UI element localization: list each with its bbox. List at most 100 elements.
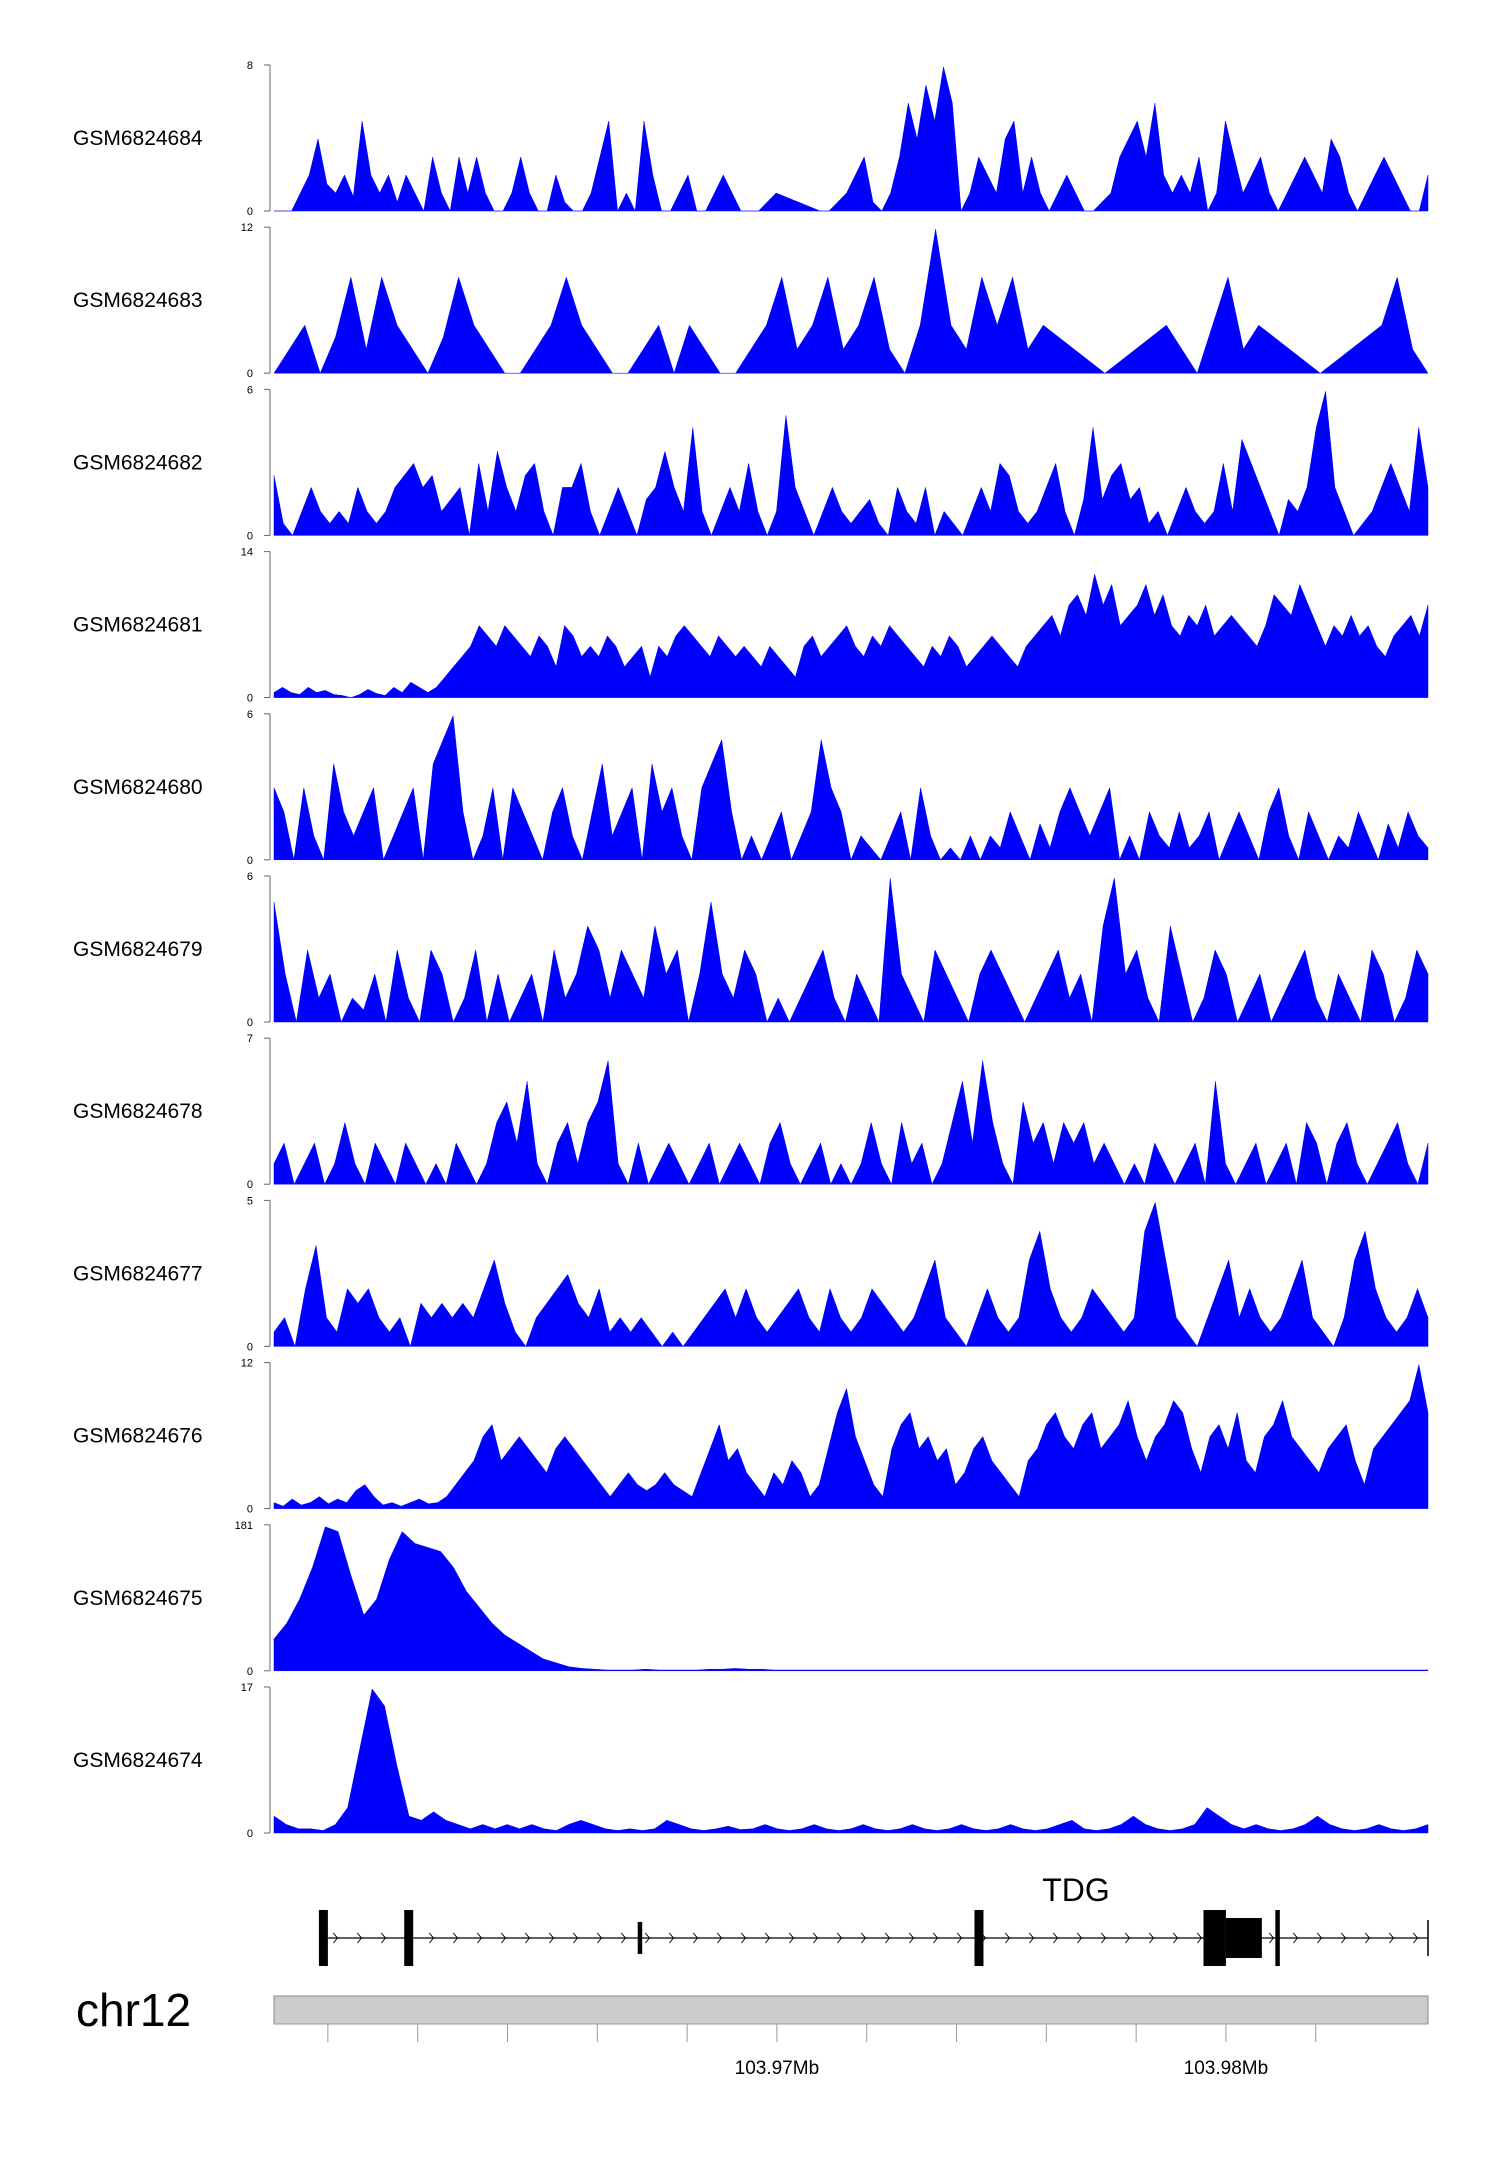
track-GSM6824678: GSM6824678 7 0	[73, 1033, 1429, 1191]
chromosome-ideogram: chr12	[76, 1984, 1429, 2036]
gene-exon	[404, 1910, 414, 1966]
y-tick-label-max: 181	[235, 1520, 253, 1532]
strand-arrow	[453, 1932, 459, 1944]
track-GSM6824684: GSM6824684 8 0	[73, 60, 1429, 218]
strand-arrow	[1052, 1932, 1059, 1944]
y-tick-label-max: 8	[247, 60, 253, 72]
strand-arrow	[429, 1932, 435, 1944]
gene-exon	[1203, 1910, 1226, 1966]
track-GSM6824677: GSM6824677 5 0	[73, 1195, 1429, 1353]
track-label: GSM6824677	[73, 1262, 203, 1285]
coverage-area	[273, 574, 1429, 698]
track-GSM6824676: GSM6824676 12 0	[73, 1358, 1429, 1516]
genome-axis-label: 103.98Mb	[1184, 2058, 1269, 2079]
strand-arrow	[861, 1932, 867, 1944]
strand-arrow	[957, 1932, 963, 1944]
track-GSM6824679: GSM6824679 6 0	[73, 871, 1429, 1029]
track-label: GSM6824684	[73, 127, 203, 150]
coverage-area	[273, 229, 1429, 375]
strand-arrow	[1004, 1932, 1011, 1944]
track-GSM6824681: GSM6824681 14 0	[73, 547, 1429, 705]
track-label: GSM6824679	[73, 938, 203, 961]
track-label: GSM6824676	[73, 1425, 203, 1448]
y-tick-label-max: 14	[241, 547, 253, 559]
ideogram-bar	[273, 1995, 1429, 2025]
data-tracks: GSM682468480GSM6824683120GSM682468260GSM…	[73, 60, 1429, 1840]
strand-arrow	[1172, 1932, 1179, 1944]
y-tick-label-min: 0	[247, 1828, 253, 1840]
strand-arrow	[1340, 1932, 1347, 1944]
coverage-area	[274, 66, 1429, 212]
y-tick-label-max: 6	[247, 384, 253, 396]
y-tick-label-max: 12	[241, 222, 253, 234]
track-label: GSM6824681	[73, 614, 203, 637]
gene-exon	[974, 1910, 984, 1966]
coverage-area	[273, 715, 1429, 861]
strand-arrow	[789, 1932, 795, 1944]
strand-arrow	[1268, 1932, 1275, 1944]
track-label: GSM6824682	[73, 451, 203, 474]
y-tick-label-min: 0	[247, 530, 253, 542]
strand-arrow	[885, 1932, 891, 1944]
strand-arrow	[1148, 1932, 1155, 1944]
track-GSM6824682: GSM6824682 6 0	[73, 384, 1429, 542]
strand-arrow	[933, 1932, 939, 1944]
strand-arrow	[381, 1932, 387, 1944]
gene-model-track: TDG	[318, 1872, 1429, 1966]
strand-arrow	[1316, 1932, 1323, 1944]
strand-arrow	[717, 1932, 723, 1944]
y-tick-label-max: 7	[247, 1033, 253, 1045]
strand-arrow	[1028, 1932, 1035, 1944]
y-tick-label-min: 0	[247, 855, 253, 867]
y-tick-label-min: 0	[247, 1504, 253, 1516]
strand-arrow	[1412, 1932, 1419, 1944]
track-GSM6824683: GSM6824683 12 0	[73, 222, 1429, 380]
strand-arrow	[621, 1932, 627, 1944]
track-GSM6824680: GSM6824680 6 0	[73, 709, 1429, 867]
track-GSM6824674: GSM6824674 17 0	[73, 1682, 1429, 1840]
y-tick-label-min: 0	[247, 1666, 253, 1678]
strand-arrow	[669, 1932, 675, 1944]
strand-arrow	[477, 1932, 483, 1944]
strand-arrow	[741, 1932, 747, 1944]
track-label: GSM6824680	[73, 776, 203, 799]
coverage-area	[273, 877, 1429, 1023]
y-tick-label-min: 0	[247, 368, 253, 380]
genome-axis: 103.97Mb 103.98Mb	[274, 2023, 1428, 2079]
y-tick-label-max: 6	[247, 709, 253, 721]
track-label: GSM6824674	[73, 1749, 203, 1772]
gene-exon	[637, 1922, 643, 1954]
y-tick-label-min: 0	[247, 1179, 253, 1191]
track-label: GSM6824678	[73, 1100, 203, 1123]
genome-axis-label: 103.97Mb	[735, 2058, 820, 2079]
y-tick-label-min: 0	[247, 1341, 253, 1353]
strand-arrow	[501, 1932, 507, 1944]
strand-arrow	[1388, 1932, 1395, 1944]
coverage-area	[273, 1060, 1429, 1186]
y-tick-label-min: 0	[247, 206, 253, 218]
strand-arrow	[1076, 1932, 1083, 1944]
coverage-area	[273, 1201, 1429, 1348]
strand-arrow	[1292, 1932, 1299, 1944]
y-tick-label-max: 12	[241, 1358, 253, 1370]
y-tick-label-min: 0	[247, 693, 253, 705]
strand-arrow	[549, 1932, 555, 1944]
strand-arrow	[837, 1932, 843, 1944]
strand-arrow	[1196, 1932, 1203, 1944]
y-tick-label-min: 0	[247, 1017, 253, 1029]
gene-exon	[1275, 1910, 1280, 1966]
strand-arrow	[813, 1932, 819, 1944]
strand-arrow	[333, 1932, 339, 1944]
coverage-area	[273, 391, 1429, 537]
strand-arrow	[357, 1932, 363, 1944]
coverage-area	[273, 1364, 1429, 1509]
coverage-area	[273, 1688, 1429, 1834]
y-tick-label-max: 17	[241, 1682, 253, 1694]
coverage-area	[273, 1526, 1429, 1672]
strand-arrow	[909, 1932, 915, 1944]
chromosome-label: chr12	[76, 1984, 191, 2036]
y-tick-label-max: 5	[247, 1195, 253, 1207]
track-label: GSM6824675	[73, 1587, 203, 1610]
y-tick-label-max: 6	[247, 871, 253, 883]
